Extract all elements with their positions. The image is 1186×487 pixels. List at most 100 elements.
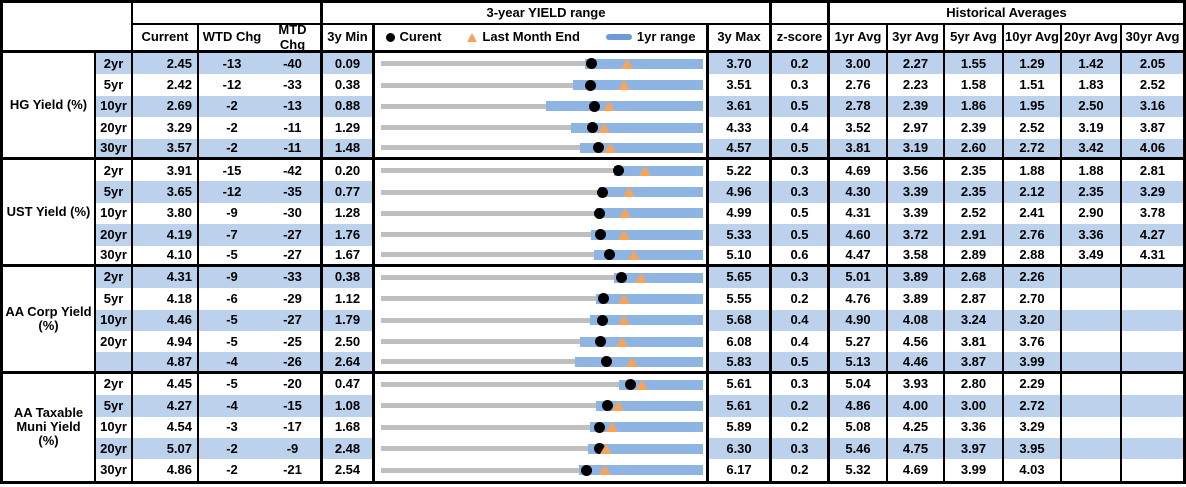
range-track (381, 267, 703, 288)
mtd-chg-value: -27 (265, 245, 323, 267)
yield-range-chart (375, 74, 709, 96)
range-track (381, 374, 703, 395)
avg-5yr-value: 3.97 (945, 438, 1004, 460)
avg-1yr-value: 4.47 (830, 245, 888, 267)
avg-3yr-value: 2.27 (888, 53, 945, 75)
last-month-end-marker (617, 315, 630, 326)
range-track (381, 139, 703, 157)
current-dot (602, 400, 614, 412)
avg-30yr-value (1122, 417, 1183, 438)
yield-range-chart (375, 373, 709, 396)
one-year-range-bar (589, 315, 703, 326)
z-score-value: 0.2 (772, 459, 830, 481)
avg-3yr-value: 2.39 (888, 95, 945, 118)
range-track (381, 246, 703, 264)
mtd-chg-value: -17 (265, 416, 323, 439)
z-score-value: 0.2 (772, 53, 830, 75)
range-track (381, 96, 703, 117)
avg-20yr-value: 2.90 (1062, 202, 1122, 225)
avg-3yr-value: 3.19 (888, 138, 945, 160)
avg-10yr-value: 2.26 (1004, 266, 1062, 289)
tenor-label: 5yr (96, 74, 133, 96)
wtd-chg-value: -4 (199, 352, 265, 374)
last-month-end-marker (616, 336, 629, 347)
avg-30yr-value: 2.52 (1139, 76, 1166, 92)
tenor-label: 30yr (96, 138, 133, 160)
range-track (381, 331, 703, 352)
avg-1yr-value: 4.86 (830, 395, 888, 417)
avg-3yr-value: 4.46 (888, 352, 945, 374)
current-dot (586, 58, 597, 70)
current-value: 4.10 (133, 245, 199, 267)
z-score-value: 0.2 (772, 395, 830, 417)
avg-20yr-value (1062, 352, 1122, 374)
avg-5yr-value: 2.35 (945, 181, 1004, 203)
avg-20yr-value (1062, 416, 1122, 439)
yield-range-chart (375, 352, 709, 374)
legend-1yr-range-label: 1yr range (636, 29, 696, 45)
wtd-chg-value: -7 (199, 224, 265, 246)
max-3y-value: 5.55 (709, 288, 772, 310)
avg-30yr-value: 2.05 (1122, 53, 1183, 75)
range-track (381, 203, 703, 224)
avg-30yr-value (1122, 459, 1183, 480)
avg-5yr-value: 3.00 (945, 395, 1004, 417)
avg-20yr-value (1062, 309, 1122, 332)
tenor-label: 2yr (96, 266, 133, 289)
range-track (381, 459, 703, 480)
z-score-value: 0.5 (772, 138, 830, 160)
corner-cell (3, 3, 133, 53)
range-track (381, 310, 703, 331)
avg-3yr-value: 2.23 (888, 74, 945, 96)
three-year-range-line (381, 232, 702, 238)
min-3y-value: 2.64 (323, 352, 375, 374)
avg-20yr-value: 2.35 (1062, 181, 1122, 203)
z-score-value: 0.5 (772, 352, 830, 374)
range-track (381, 117, 703, 138)
min-3y-value: 1.28 (323, 202, 375, 225)
wtd-chg-value: -5 (199, 246, 265, 267)
avg-5yr-value: 1.86 (945, 95, 1004, 118)
avg-10yr-value: 1.51 (1004, 74, 1062, 96)
last-month-end-marker (622, 187, 635, 198)
avg-10yr-value: 3.99 (1004, 352, 1062, 374)
avg-5yr-value: 3.99 (945, 459, 1004, 481)
three-year-range-line (381, 403, 702, 409)
tenor-label: 10yr (96, 202, 133, 225)
avg-3yr-value: 3.39 (888, 202, 945, 225)
tenor-label: 2yr (96, 53, 133, 75)
one-year-range-bar (596, 400, 703, 411)
wtd-chg-value: -2 (226, 119, 238, 135)
row-group-label: AA Corp Yield (%) (3, 266, 96, 374)
avg-20yr-value (1062, 438, 1122, 460)
avg-20yr-value: 3.19 (1062, 117, 1122, 139)
col-header-mtd-chg: MTD Chg (265, 25, 323, 53)
one-year-range-bar (588, 443, 703, 454)
avg-1yr-value: 4.76 (830, 288, 888, 310)
avg-1yr-value: 4.31 (830, 202, 888, 225)
avg-5yr-value: 2.87 (945, 288, 1004, 310)
yield-range-chart (375, 438, 709, 460)
chart-legend: Curent Last Month End 1yr range (375, 25, 709, 53)
avg-5yr-value: 3.24 (945, 309, 1004, 332)
historical-averages-title: Historical Averages (830, 3, 1183, 25)
max-3y-value: 5.65 (709, 266, 772, 289)
tenor-label: 20yr (96, 224, 133, 246)
max-3y-value: 5.89 (709, 416, 772, 439)
col-header-wtd-chg: WTD Chg (199, 25, 265, 53)
z-score-value: 0.3 (772, 74, 830, 96)
avg-30yr-value: 3.16 (1122, 95, 1183, 118)
current-dot (594, 336, 606, 348)
one-year-range-bar (574, 356, 703, 367)
current-value: 4.31 (133, 266, 199, 289)
current-dot (613, 165, 625, 177)
avg-20yr-value: 1.83 (1062, 74, 1122, 96)
current-dot (615, 272, 627, 284)
range-track (381, 395, 703, 416)
current-value: 3.65 (133, 181, 199, 203)
avg-1yr-value: 5.13 (830, 352, 888, 374)
avg-30yr-value (1122, 266, 1183, 289)
avg-10yr-value: 2.12 (1004, 181, 1062, 203)
avg-3yr-value: 2.97 (888, 117, 945, 139)
avg-5yr-value: 1.55 (945, 53, 1004, 75)
